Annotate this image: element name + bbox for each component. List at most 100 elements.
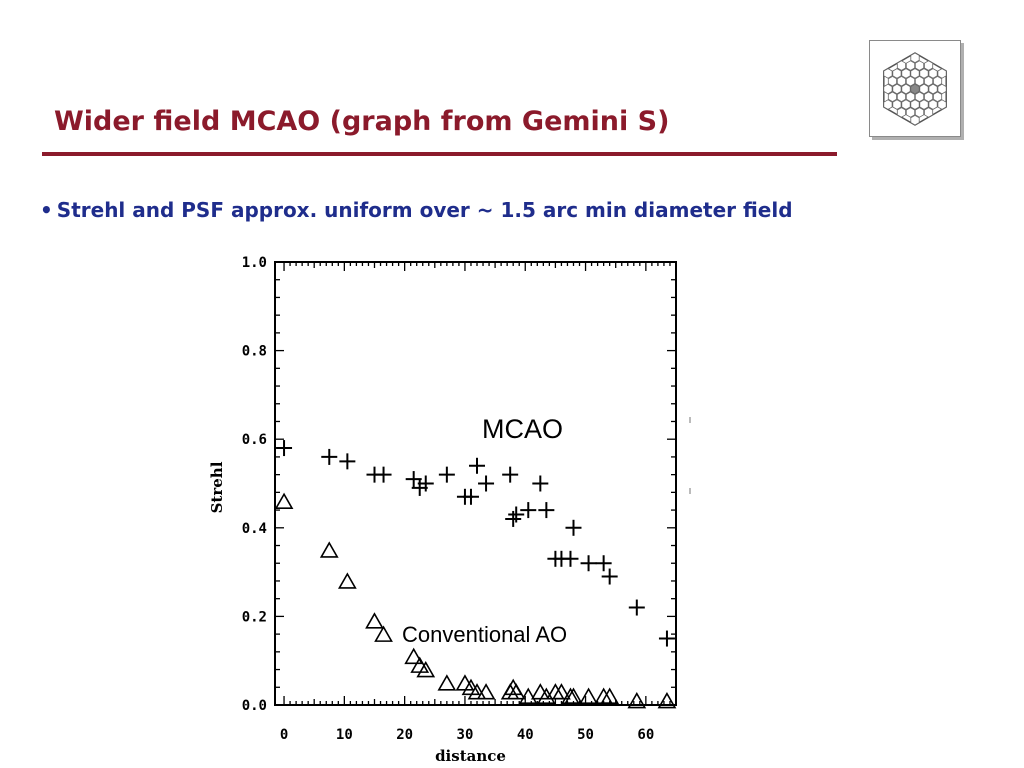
mcao-point [502, 466, 519, 483]
mirror-segment [892, 68, 902, 79]
mcao-point [565, 519, 582, 536]
strehl-distance-chart: 0 10 20 30 40 50 60 0.0 0.2 0.4 0.6 0.8 1.0 distance S… [208, 255, 677, 765]
x-tick-label: 10 [336, 727, 353, 743]
x-tick-label: 60 [637, 727, 654, 743]
conventional-ao-point [374, 625, 393, 642]
y-tick-label: 1.0 [242, 255, 267, 271]
mirror-segment [924, 60, 934, 71]
mirror-segment [937, 99, 947, 110]
x-tick-label: 50 [577, 727, 594, 743]
stray-mark [689, 417, 691, 423]
y-tick-label: 0.6 [242, 432, 267, 448]
mirror-segment [905, 75, 916, 87]
mirror-segment [896, 107, 906, 118]
mirror-segment [901, 99, 911, 110]
mirror-segment [883, 99, 893, 110]
mcao-point [562, 550, 579, 567]
conventional-ao-point [365, 612, 384, 629]
mirror-segment [914, 75, 925, 87]
mcao-point [462, 488, 479, 505]
mirror-segment [905, 107, 916, 118]
conventional-ao-point [437, 674, 457, 691]
mcao-annotation: MCAO [482, 414, 563, 444]
mirror-segment [905, 91, 916, 103]
x-tick-label: 20 [396, 727, 413, 743]
conventional-ao-point [530, 683, 550, 700]
conventional-ao-point [319, 541, 339, 558]
mcao-point [478, 475, 495, 492]
mcao-point [628, 599, 645, 616]
conventional-ao-annotation: Conventional AO [402, 622, 568, 647]
mirror-segment [928, 68, 938, 79]
conventional-ao-point [455, 674, 475, 691]
mirror-segment [928, 83, 938, 95]
conventional-ao-point [476, 683, 496, 700]
mcao-point [508, 506, 525, 523]
bullet-text: Strehl and PSF approx. uniform over ~ 1.… [56, 198, 793, 222]
mcao-point [658, 630, 675, 647]
mirror-segment [887, 91, 898, 103]
slide-title: Wider field MCAO (graph from Gemini S) [54, 106, 670, 137]
x-tick-label: 0 [280, 727, 288, 743]
mcao-point [417, 475, 434, 492]
y-axis-label: Strehl [208, 461, 226, 513]
conventional-ao-point [518, 687, 538, 704]
mirror-segment [910, 99, 920, 110]
plot-frame [274, 261, 677, 706]
conventional-ao-point [467, 683, 487, 700]
mirror-segment [892, 99, 902, 110]
mirror-segment [919, 83, 929, 95]
mirror-segment [910, 52, 920, 64]
bullet-item: • Strehl and PSF approx. uniform over ~ 1… [40, 198, 793, 222]
mirror-segment [905, 60, 916, 71]
conventional-ao-point [564, 687, 583, 704]
stray-mark [689, 488, 691, 494]
conventional-ao-point [503, 678, 523, 696]
mirror-segment [896, 91, 906, 103]
mcao-point [595, 555, 612, 572]
mirror-segment [914, 60, 925, 71]
conventional-ao-point [506, 683, 526, 700]
y-tick-label: 0.2 [242, 609, 267, 625]
mirror-segment [924, 91, 934, 103]
mirror-segment [937, 68, 947, 79]
bullet-marker: • [40, 198, 53, 222]
mirror-segment [919, 68, 929, 79]
conventional-ao-point [657, 691, 677, 709]
y-tick-label: 0.4 [242, 521, 267, 537]
segmented-mirror-graphic [883, 52, 947, 126]
mirror-segment [914, 91, 925, 103]
mirror-segment [937, 83, 947, 95]
mirror-segment [924, 107, 934, 118]
mcao-point [505, 510, 522, 527]
conventional-ao-point [600, 687, 620, 704]
conventional-ao-point [536, 687, 556, 704]
conventional-ao-point [404, 647, 424, 665]
x-tick-label: 30 [457, 727, 474, 743]
mcao-point [276, 440, 293, 457]
mirror-segment [892, 83, 902, 95]
mirror-segment [901, 83, 911, 95]
y-tick-label: 0.0 [242, 698, 267, 714]
mcao-point [538, 502, 555, 519]
mirror-segment [910, 83, 920, 95]
conventional-ao-point [274, 492, 294, 510]
mcao-point [580, 555, 597, 572]
mcao-point [532, 475, 549, 492]
mcao-point [321, 448, 338, 465]
mcao-point [469, 457, 486, 474]
mirror-segment [928, 99, 938, 110]
conventional-ao-point [552, 683, 571, 700]
mcao-point [339, 453, 356, 470]
conventional-ao-point [627, 691, 647, 709]
mirror-segment [896, 60, 906, 71]
conventional-ao-point [337, 572, 357, 589]
mirror-segment [933, 91, 943, 103]
mcao-point [375, 466, 392, 483]
mcao-point [438, 466, 455, 483]
mirror-segment [883, 83, 893, 95]
y-tick-label: 0.8 [242, 344, 267, 360]
mirror-segment [910, 114, 920, 126]
mcao-point [405, 471, 422, 488]
mirror-segment [933, 75, 943, 87]
